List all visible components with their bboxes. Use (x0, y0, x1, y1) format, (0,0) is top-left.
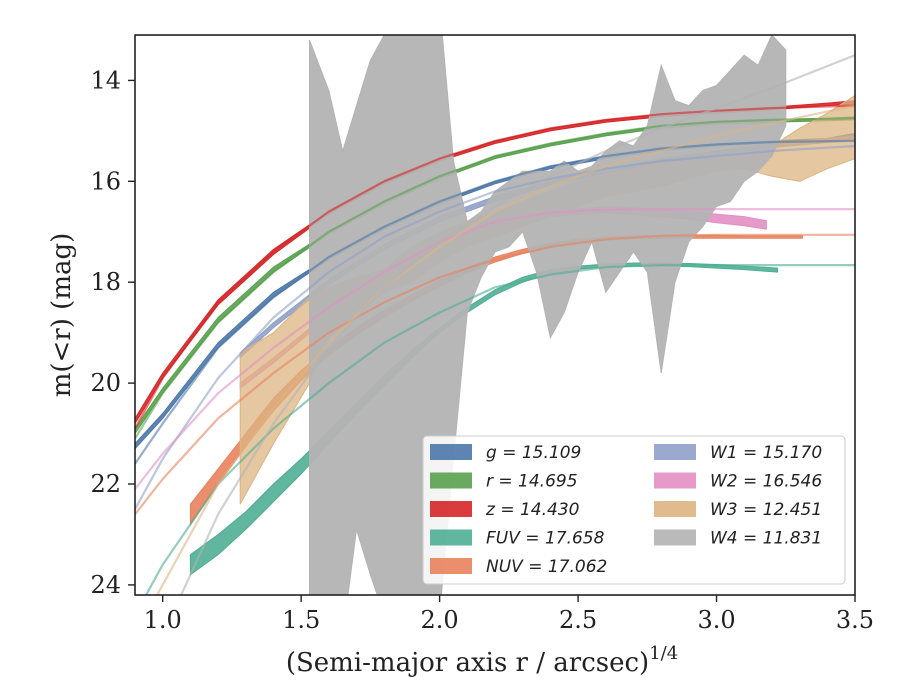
legend-swatch-z (430, 501, 472, 517)
y-tick-label: 20 (90, 369, 121, 397)
x-tick-label: 3.5 (836, 606, 874, 634)
y-axis-label: m(<r) (mag) (47, 233, 77, 398)
legend-label-g: g = 15.109 (486, 443, 581, 463)
legend-label-r: r = 14.695 (486, 472, 578, 492)
x-axis-label-text: (Semi-major axis r / arcsec) (286, 648, 649, 678)
legend-swatch-g (430, 444, 472, 460)
legend-swatch-nuv (430, 558, 472, 574)
legend-label-fuv: FUV = 17.658 (486, 529, 605, 549)
x-axis-label: (Semi-major axis r / arcsec)1/4 (286, 643, 678, 678)
y-tick-label: 24 (90, 571, 121, 599)
legend-swatch-w4 (654, 529, 696, 546)
model-curve-r (135, 117, 855, 440)
legend-swatch-w1 (654, 444, 696, 460)
legend: g = 15.109 r = 14.695 z = 14.430 FUV = 17.6… (422, 435, 846, 585)
y-axis-ticks: 14 16 18 20 22 24 (90, 66, 135, 599)
x-tick-label: 2.5 (559, 606, 597, 634)
x-tick-label: 1.5 (282, 606, 320, 634)
legend-label-w4: W4 = 11.831 (710, 529, 822, 549)
x-tick-label: 3.0 (697, 606, 735, 634)
legend-swatch-r (430, 472, 472, 489)
model-curve-w1 (135, 144, 855, 510)
x-axis-label-exponent: 1/4 (649, 643, 678, 664)
legend-swatch-w3 (654, 501, 696, 517)
model-curves (135, 54, 855, 595)
y-tick-label: 16 (90, 167, 121, 195)
legend-swatch-w2 (654, 472, 696, 489)
legend-label-w3: W3 = 12.451 (710, 500, 822, 520)
y-tick-label: 14 (90, 66, 121, 94)
plot-frame (134, 34, 856, 596)
legend-swatch-fuv (430, 529, 472, 546)
legend-label-z: z = 14.430 (485, 500, 579, 520)
y-tick-label: 22 (90, 470, 121, 498)
model-curve-fuv (144, 264, 855, 595)
y-tick-label: 18 (90, 268, 121, 296)
model-curve-w2 (135, 208, 855, 490)
x-tick-label: 1.0 (144, 606, 182, 634)
x-tick-label: 2.0 (421, 606, 459, 634)
model-curve-nuv (135, 233, 855, 515)
x-axis-ticks: 1.0 1.5 2.0 2.5 3.0 3.5 (144, 595, 874, 634)
legend-box (422, 435, 846, 585)
legend-label-w2: W2 = 16.546 (710, 472, 822, 492)
legend-label-w1: W1 = 15.170 (710, 443, 822, 463)
model-curve-w4 (179, 54, 855, 595)
model-curve-g (135, 139, 855, 465)
legend-label-nuv: NUV = 17.062 (486, 557, 607, 577)
model-curve-w3 (155, 104, 855, 595)
